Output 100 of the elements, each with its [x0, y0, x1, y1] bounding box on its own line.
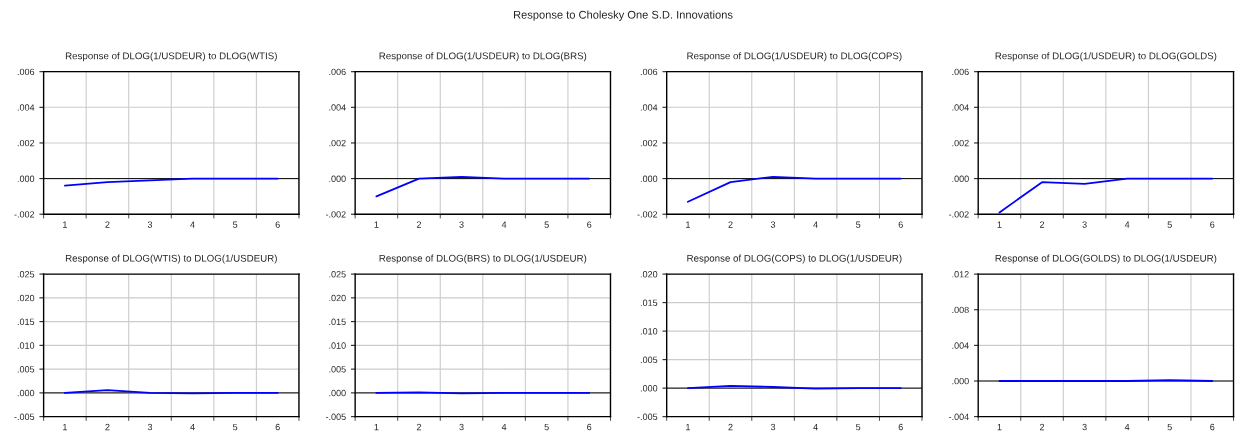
x-tick-label: 3	[147, 221, 153, 228]
y-tick-label: -.002	[325, 211, 346, 218]
x-tick-label: 6	[898, 221, 903, 228]
x-tick-label: 2	[105, 221, 110, 228]
x-tick-label: 3	[1082, 221, 1087, 228]
y-tick-label: .002	[329, 139, 346, 147]
chart-title: Response of DLOG(1/USDEUR) to DLOG(WTIS)	[65, 52, 277, 62]
x-tick-label: 3	[459, 221, 464, 228]
y-tick-label: .000	[329, 175, 346, 182]
x-tick-label: 4	[501, 423, 507, 431]
x-tick-label: 5	[856, 221, 861, 228]
x-tick-label: 3	[1082, 423, 1087, 431]
x-tick-label: 6	[587, 221, 592, 228]
x-tick-label: 2	[1039, 221, 1045, 228]
x-tick-label: 3	[147, 423, 153, 431]
chart-title: Response of DLOG(1/USDEUR) to DLOG(COPS)	[687, 52, 902, 62]
y-tick-label: .000	[17, 389, 35, 397]
y-tick-label: .002	[640, 139, 658, 147]
y-tick-label: .002	[952, 139, 969, 147]
y-tick-label: .000	[17, 175, 35, 182]
y-tick-label: .005	[329, 366, 346, 373]
x-tick-label: 5	[544, 221, 549, 228]
y-tick-label: -.002	[637, 211, 658, 218]
x-tick-label: 5	[856, 423, 861, 431]
y-tick-label: .015	[640, 299, 658, 306]
y-tick-label: .025	[329, 271, 346, 278]
y-tick-label: .000	[952, 175, 969, 182]
x-tick-label: 6	[1210, 423, 1215, 431]
x-tick-label: 6	[275, 221, 280, 228]
y-tick-label: -.002	[14, 211, 35, 218]
x-tick-label: 4	[190, 221, 195, 228]
x-tick-label: 4	[1124, 423, 1130, 431]
y-tick-label: .008	[952, 306, 969, 314]
y-tick-label: .006	[640, 68, 658, 76]
y-tick-label: .000	[329, 389, 346, 397]
y-tick-label: .020	[640, 271, 658, 278]
y-tick-label: .000	[640, 385, 658, 392]
x-tick-label: 5	[1167, 423, 1172, 431]
y-tick-label: .012	[952, 271, 969, 278]
y-tick-label: .006	[329, 68, 346, 76]
x-tick-label: 2	[416, 423, 422, 431]
y-tick-label: .000	[640, 175, 658, 182]
x-tick-label: 3	[770, 221, 776, 228]
x-tick-label: 1	[374, 423, 379, 431]
x-tick-label: 5	[232, 423, 238, 431]
x-tick-label: 3	[770, 423, 776, 431]
y-tick-label: .002	[17, 139, 35, 147]
x-tick-label: 4	[813, 423, 818, 431]
chart-title: Response of DLOG(1/USDEUR) to DLOG(GOLDS)	[995, 52, 1217, 62]
x-tick-label: 6	[1210, 221, 1215, 228]
y-tick-label: .004	[640, 104, 658, 111]
y-tick-label: -.005	[325, 413, 346, 420]
x-tick-label: 6	[275, 423, 280, 431]
y-tick-label: .010	[17, 342, 35, 349]
x-tick-label: 3	[459, 423, 464, 431]
text: Response to Cholesky One S.D. Innovations	[513, 10, 733, 21]
x-tick-label: 5	[544, 423, 549, 431]
y-tick-label: .020	[17, 294, 35, 302]
y-tick-label: .010	[329, 342, 346, 349]
y-tick-label: .004	[329, 104, 346, 111]
y-tick-label: .004	[17, 104, 35, 111]
x-tick-label: 2	[1039, 423, 1045, 431]
y-tick-label: .005	[17, 366, 35, 373]
x-tick-label: 1	[997, 221, 1002, 228]
x-tick-label: 4	[501, 221, 507, 228]
x-tick-label: 6	[587, 423, 592, 431]
y-tick-label: -.005	[14, 413, 35, 420]
x-tick-label: 4	[1124, 221, 1130, 228]
x-tick-label: 5	[1167, 221, 1172, 228]
x-tick-label: 1	[686, 221, 691, 228]
y-tick-label: -.005	[637, 413, 658, 420]
y-tick-label: -.004	[948, 413, 969, 420]
y-tick-label: .015	[329, 318, 346, 325]
x-tick-label: 1	[374, 221, 379, 228]
x-tick-label: 2	[105, 423, 110, 431]
chart-title: Response of DLOG(1/USDEUR) to DLOG(BRS)	[379, 52, 587, 62]
x-tick-label: 5	[232, 221, 238, 228]
y-tick-label: .020	[329, 294, 346, 302]
chart-title: Response of DLOG(WTIS) to DLOG(1/USDEUR)	[65, 254, 277, 264]
x-tick-label: 4	[813, 221, 818, 228]
y-tick-label: .010	[640, 328, 658, 335]
chart-title: Response of DLOG(BRS) to DLOG(1/USDEUR)	[379, 254, 587, 264]
x-tick-label: 2	[416, 221, 422, 228]
x-tick-label: 2	[728, 221, 733, 228]
y-tick-label: .005	[640, 356, 658, 363]
y-tick-label: .004	[952, 342, 969, 349]
x-tick-label: 4	[190, 423, 195, 431]
y-tick-label: -.002	[948, 211, 969, 218]
y-tick-label: .025	[17, 271, 35, 278]
x-tick-label: 1	[997, 423, 1002, 431]
x-tick-label: 6	[898, 423, 903, 431]
chart-title: Response of DLOG(GOLDS) to DLOG(1/USDEUR)	[995, 254, 1217, 264]
x-tick-label: 2	[728, 423, 733, 431]
chart-title: Response of DLOG(COPS) to DLOG(1/USDEUR)	[687, 254, 902, 264]
y-tick-label: .015	[17, 318, 35, 325]
y-tick-label: .006	[952, 68, 969, 76]
x-tick-label: 1	[63, 423, 67, 431]
y-tick-label: .006	[17, 68, 35, 76]
x-tick-label: 1	[63, 221, 67, 228]
x-tick-label: 1	[686, 423, 691, 431]
